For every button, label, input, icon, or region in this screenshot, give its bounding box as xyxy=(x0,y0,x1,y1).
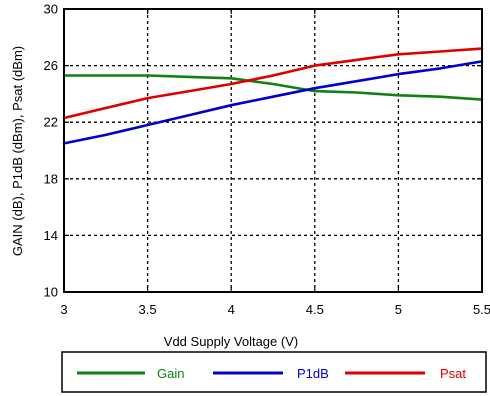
series-line-p1db xyxy=(62,60,484,145)
x-tick-label: 3 xyxy=(60,302,67,317)
y-tick-label: 14 xyxy=(44,228,58,243)
legend-label-gain: Gain xyxy=(157,366,184,381)
plot-frame xyxy=(63,8,483,293)
x-tick-label: 4.5 xyxy=(306,302,324,317)
y-axis-label: GAIN (dB), P1dB (dBm), Psat (dBm) xyxy=(10,46,25,256)
x-tick-labels: 3 3.5 4 4.5 5 5.5 xyxy=(60,302,490,317)
y-tick-labels: 10 14 18 22 26 30 xyxy=(44,2,58,300)
series-line-gain xyxy=(62,74,484,101)
y-tick-label: 26 xyxy=(44,58,58,73)
x-tick-label: 4 xyxy=(228,302,235,317)
x-tick-label: 5 xyxy=(395,302,402,317)
y-tick-label: 30 xyxy=(44,2,58,17)
x-axis-label: Vdd Supply Voltage (V) xyxy=(164,334,298,349)
grid-lines xyxy=(64,9,482,292)
legend-label-p1db: P1dB xyxy=(297,366,329,381)
y-tick-label: 18 xyxy=(44,171,58,186)
series-lines xyxy=(62,47,484,145)
legend-label-psat: Psat xyxy=(440,366,466,381)
x-tick-label: 5.5 xyxy=(473,302,490,317)
tick-marks xyxy=(63,8,483,293)
y-tick-label: 22 xyxy=(44,115,58,130)
series-line-psat xyxy=(62,47,484,120)
x-tick-label: 3.5 xyxy=(139,302,157,317)
y-tick-label: 10 xyxy=(44,285,58,300)
legend: Gain P1dB Psat xyxy=(61,351,487,393)
